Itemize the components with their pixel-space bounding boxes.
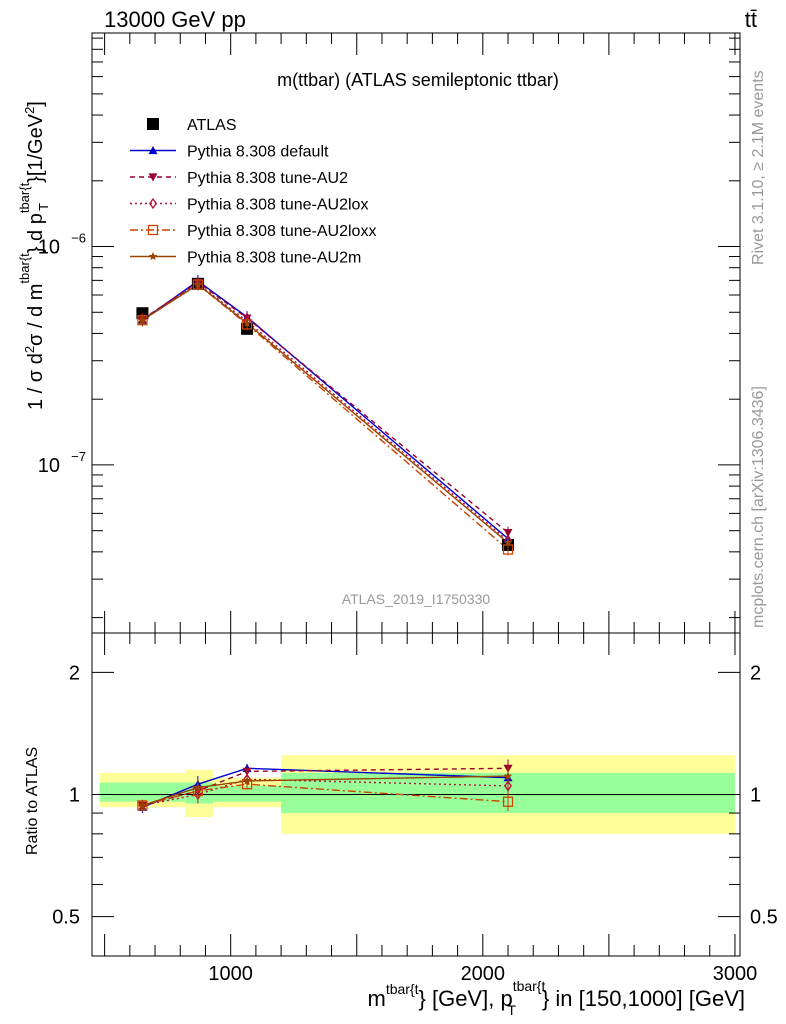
legend-label-2: Pythia 8.308 tune-AU2	[187, 170, 348, 187]
legend: ATLAS Pythia 8.308 default Pythia 8.308 tu…	[130, 117, 376, 267]
series-point-2	[503, 528, 513, 538]
legend-marker-5	[148, 252, 158, 261]
series-line-2	[142, 281, 509, 534]
legend-marker-2	[148, 173, 158, 182]
ratio-point-4	[242, 776, 252, 785]
ratio-y-axis-label: Ratio to ATLAS	[24, 747, 41, 855]
ratio-point-4	[193, 783, 203, 792]
legend-label-5: Pythia 8.308 tune-AU2m	[187, 250, 361, 267]
legend-marker-3	[149, 197, 157, 210]
ratio-y-tick-label-right: 2	[750, 662, 761, 684]
series-point-5	[138, 315, 147, 324]
main-y-tick-exponent: −7	[71, 449, 86, 464]
ratio-series-line-4	[142, 775, 509, 807]
ratio-stat-band-2	[213, 785, 282, 802]
ratio-panel: 2 2 1 1 0.5 0.5 1000 2000 3000 Ratio to ATLAS mt…	[24, 632, 778, 1018]
main-y-tick-label: 10 −6	[38, 231, 86, 259]
legend-label-4: Pythia 8.308 tune-AU2loxx	[187, 223, 376, 240]
legend-label-1: Pythia 8.308 default	[187, 144, 329, 161]
ratio-y-tick-label-right: 0.5	[750, 907, 778, 929]
legend-marker-1	[148, 146, 158, 155]
ratio-point-2	[504, 780, 512, 792]
ratio-y-tick-label-left: 1	[69, 785, 80, 807]
ratio-point-4	[503, 771, 513, 780]
series-line-4	[142, 283, 509, 551]
mcplots-label: mcplots.cern.ch [arXiv:1306.3436]	[750, 386, 767, 628]
legend-label-0: ATLAS	[187, 117, 237, 134]
ratio-axis-ticks: 2 2 1 1 0.5 0.5 1000 2000 3000	[52, 633, 778, 985]
main-y-tick-exponent: −6	[71, 231, 86, 246]
ratio-y-tick-label-right: 1	[750, 785, 761, 807]
series-line-1	[141, 280, 509, 540]
ratio-x-tick-label: 3000	[713, 963, 758, 985]
series-point-5	[503, 538, 513, 547]
legend-marker-4	[147, 224, 159, 236]
series-line-5	[142, 283, 509, 544]
main-series-layer	[136, 275, 515, 556]
ratio-point-3	[502, 796, 514, 807]
process-label: tt̄	[745, 7, 757, 32]
legend-label-3: Pythia 8.308 tune-AU2lox	[187, 197, 368, 214]
ratio-point-1	[242, 767, 252, 776]
ratio-y-tick-label-left: 0.5	[52, 907, 80, 929]
ratio-point-4	[138, 800, 147, 809]
main-panel: m(ttbar) (ATLAS semileptonic ttbar) ATLA…	[17, 32, 741, 634]
ratio-series-layer	[137, 759, 514, 814]
ratio-stat-band-0	[99, 782, 186, 802]
main-axis-ticks: 10−6 10−7	[38, 33, 740, 633]
rivet-version-label: Rivet 3.1.10, ≥ 2.1M events	[750, 70, 767, 265]
ratio-series-line-3	[142, 783, 509, 807]
energy-label: 13000 GeV pp	[104, 7, 246, 32]
main-y-axis-label: 1 / σ d2σ / d mtbar{t} d ptbar{t T}[1/GeV…	[17, 101, 51, 410]
ratio-frame	[91, 632, 741, 957]
ratio-y-tick-label-left: 2	[69, 662, 80, 684]
series-line-3	[142, 282, 509, 542]
series-point-5	[242, 318, 252, 327]
ratio-uncertainty-bands	[92, 755, 740, 834]
ratio-x-tick-label: 1000	[208, 963, 253, 985]
ratio-series-line-0	[142, 767, 509, 808]
series-point-5	[193, 280, 203, 289]
x-axis-label: mtbar{t} [GeV], ptbar{t T} in [150,1000] …	[367, 978, 745, 1018]
chart-title: m(ttbar) (ATLAS semileptonic ttbar)	[277, 70, 559, 90]
ratio-x-tick-label: 2000	[461, 963, 506, 985]
main-y-tick-label: 10 −7	[38, 449, 86, 477]
analysis-watermark: ATLAS_2019_I1750330	[342, 591, 491, 607]
legend-marker-0	[147, 118, 159, 130]
